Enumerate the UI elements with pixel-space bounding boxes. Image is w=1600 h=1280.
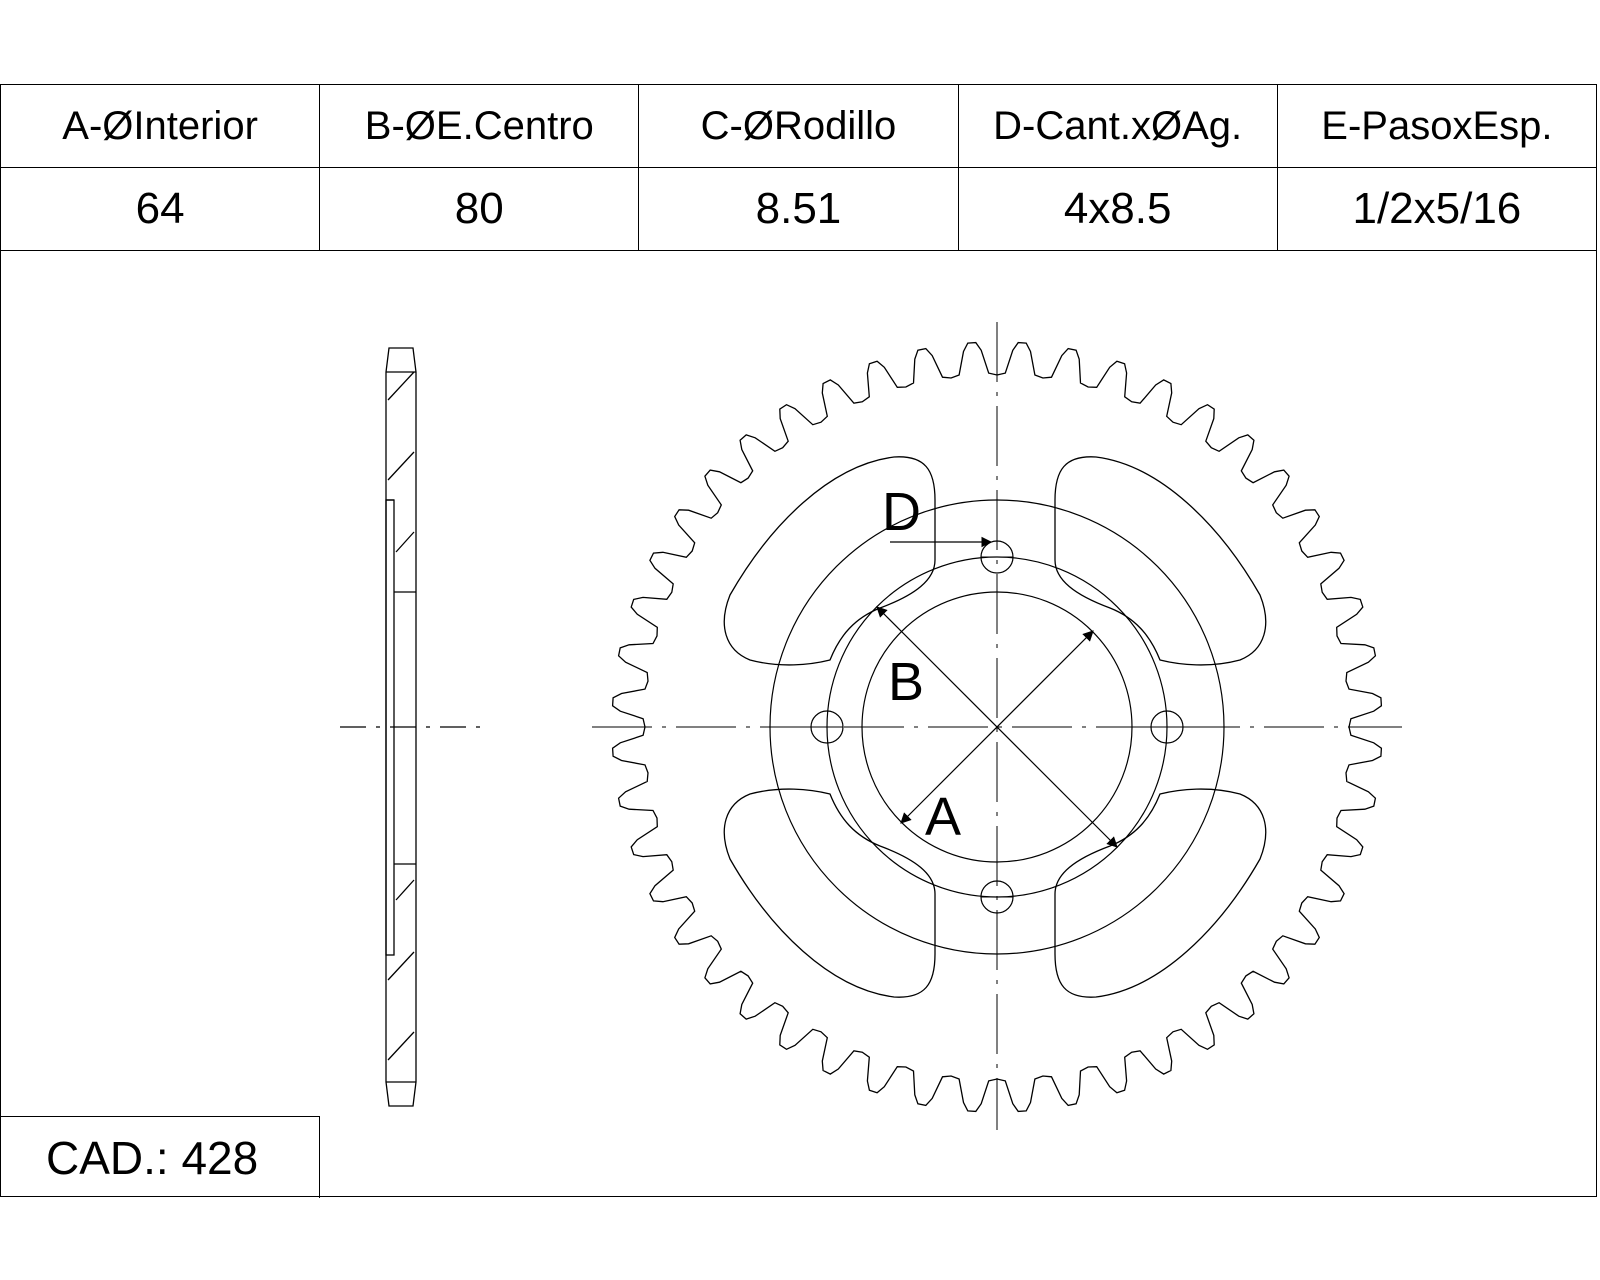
spec-table: A-ØInterior B-ØE.Centro C-ØRodillo D-Can… bbox=[0, 84, 1598, 251]
header-bolt-circle: B-ØE.Centro bbox=[319, 84, 640, 168]
lightening-slot bbox=[723, 788, 936, 998]
lightening-slots bbox=[723, 456, 1267, 998]
side-profile-view bbox=[340, 347, 480, 1107]
spec-value-row: 64 80 8.51 4x8.5 1/2x5/16 bbox=[0, 167, 1598, 251]
value-bolt-circle: 80 bbox=[319, 167, 640, 251]
header-bolt-holes: D-Cant.xØAg. bbox=[957, 84, 1278, 168]
dimension-label-a: A bbox=[925, 787, 961, 847]
centerlines bbox=[592, 322, 1402, 1130]
sprocket-front-view: D B A bbox=[592, 322, 1402, 1130]
dimension-line-a bbox=[900, 630, 1094, 824]
value-inner-diameter: 64 bbox=[0, 167, 321, 251]
value-bolt-holes: 4x8.5 bbox=[957, 167, 1278, 251]
lightening-slot bbox=[1054, 456, 1267, 666]
header-pitch-thickness: E-PasoxEsp. bbox=[1276, 84, 1598, 168]
lightening-slot bbox=[723, 456, 936, 666]
spec-header-row: A-ØInterior B-ØE.Centro C-ØRodillo D-Can… bbox=[0, 84, 1598, 168]
header-inner-diameter: A-ØInterior bbox=[0, 84, 321, 168]
chain-size-label: CAD.: 428 bbox=[0, 1116, 320, 1198]
value-pitch-thickness: 1/2x5/16 bbox=[1276, 167, 1598, 251]
value-roller-diameter: 8.51 bbox=[638, 167, 959, 251]
dimension-label-b: B bbox=[888, 652, 924, 712]
dimension-label-d: D bbox=[882, 482, 921, 542]
header-roller-diameter: C-ØRodillo bbox=[638, 84, 959, 168]
lightening-slot bbox=[1054, 788, 1267, 998]
